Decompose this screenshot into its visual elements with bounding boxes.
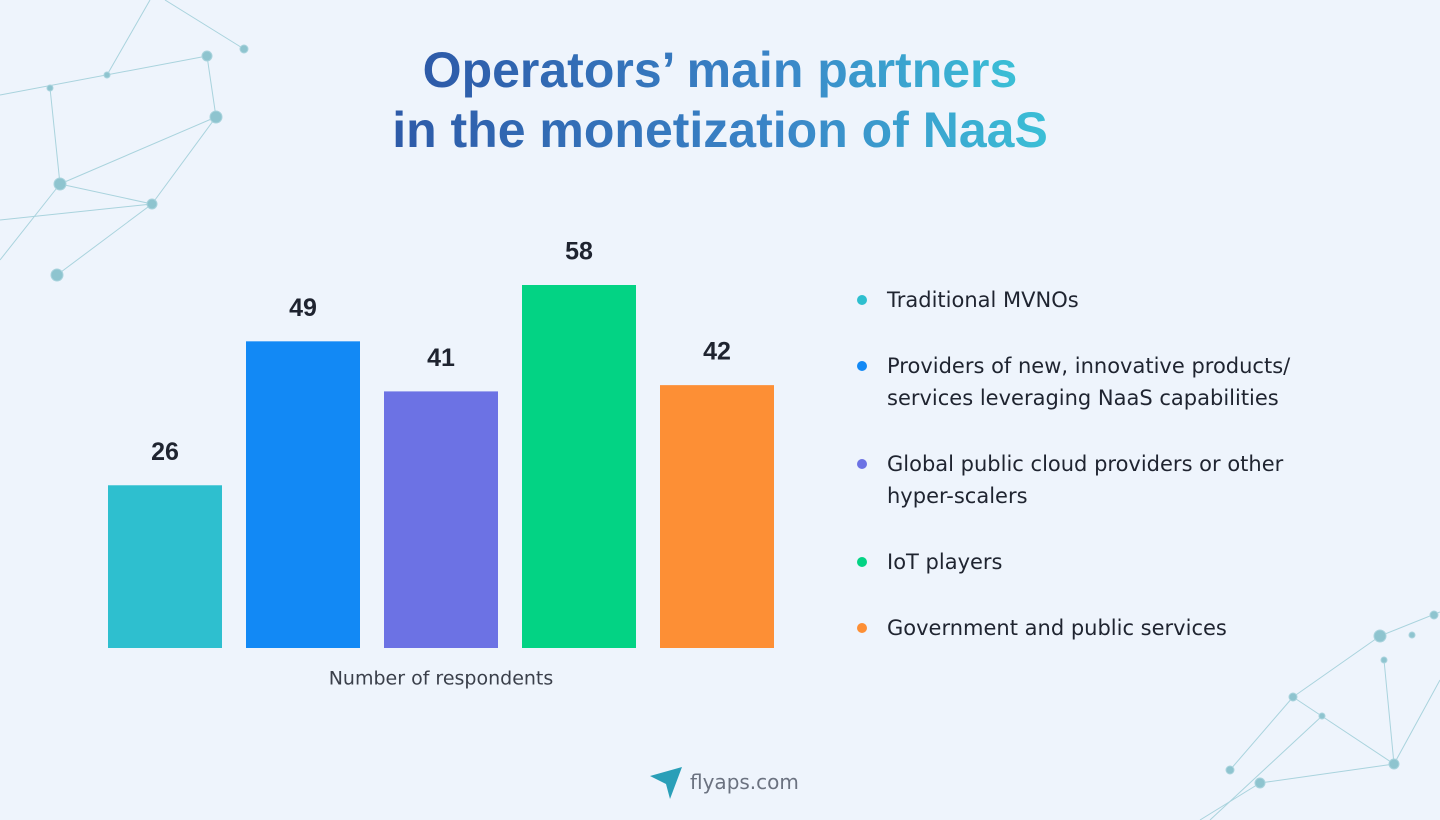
value-label: 26	[151, 438, 179, 466]
chart-title: Operators’ main partners	[423, 42, 1018, 98]
legend-item: Traditional MVNOs	[855, 284, 1335, 316]
legend-label: Global public cloud providers or other h…	[887, 452, 1284, 508]
legend: Traditional MVNOs Providers of new, innov…	[855, 284, 1335, 678]
legend-label: Government and public services	[887, 616, 1227, 640]
x-axis-label: Number of respondents	[329, 668, 554, 690]
legend-marker	[857, 459, 867, 469]
bar	[522, 285, 636, 648]
value-label: 42	[703, 338, 731, 366]
legend-label: Traditional MVNOs	[887, 288, 1079, 312]
legend-marker	[857, 295, 867, 305]
legend-item: Global public cloud providers or other h…	[855, 448, 1335, 512]
bar	[246, 341, 360, 648]
legend-label: IoT players	[887, 550, 1003, 574]
legend-marker	[857, 623, 867, 633]
value-label: 41	[427, 344, 455, 372]
legend-item: Government and public services	[855, 612, 1335, 644]
legend-marker	[857, 361, 867, 371]
logo	[650, 767, 682, 799]
legend-label: Providers of new, innovative products/ s…	[887, 354, 1291, 410]
value-label: 49	[289, 294, 317, 322]
bar	[384, 391, 498, 648]
legend-item: Providers of new, innovative products/ s…	[855, 350, 1335, 414]
chart-title: in the monetization of NaaS	[392, 102, 1048, 158]
legend-item: IoT players	[855, 546, 1335, 578]
bar	[660, 385, 774, 648]
value-label: 58	[565, 238, 593, 266]
bar	[108, 485, 222, 648]
legend-marker	[857, 557, 867, 567]
footer: flyaps.com	[690, 770, 799, 794]
